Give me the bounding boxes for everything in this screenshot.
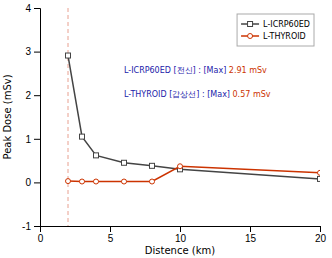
- y-axis-line: [34, 9, 41, 227]
- tick-mark: [34, 8, 40, 9]
- x-axis-title: Distence (km): [145, 245, 215, 256]
- tick: 0: [25, 177, 40, 188]
- tick-label: 1: [25, 134, 31, 145]
- tick-label: 2: [25, 90, 31, 101]
- reference-line: [68, 8, 69, 226]
- annotation: L-THYROID [갑상선] : [Max] 0.57 mSv: [124, 90, 271, 99]
- y-axis-title: Peak Dose (mSv): [2, 74, 13, 159]
- tick-label: 20: [315, 233, 327, 244]
- point: [318, 170, 321, 175]
- series-line: [68, 56, 320, 179]
- tick-mark: [34, 182, 40, 183]
- tick: -1: [22, 221, 40, 232]
- chart: 0 5 10 15 20 -1 0 1 2 3 4 Distence (km) Peak Dose (m…: [0, 0, 332, 258]
- series-markers: [66, 53, 321, 181]
- tick-mark: [34, 226, 40, 227]
- tick-mark: [250, 226, 251, 232]
- point: [122, 160, 127, 165]
- series-markers: [66, 164, 321, 184]
- legend-label: L-ICRP60ED: [263, 20, 310, 29]
- tick: 1: [25, 134, 40, 145]
- tick-mark: [34, 52, 40, 53]
- tick-mark: [34, 95, 40, 96]
- annotation-part: 2.91 mSv: [229, 66, 267, 75]
- legend: L-ICRP60ED L-THYROID: [237, 14, 314, 46]
- tick-mark: [110, 226, 111, 232]
- point: [150, 179, 155, 184]
- annotation-part: 0.57 mSv: [233, 90, 271, 99]
- tick-mark: [180, 226, 181, 232]
- point: [178, 164, 183, 169]
- tick: 4: [25, 3, 40, 14]
- tick-label: 4: [25, 3, 31, 14]
- tick: 2: [25, 90, 40, 101]
- point: [94, 153, 99, 158]
- point: [150, 163, 155, 168]
- tick-label: 0: [25, 177, 31, 188]
- point: [66, 179, 71, 184]
- tick: 0: [38, 226, 44, 244]
- tick-label: -1: [22, 221, 31, 232]
- x-axis: 0 5 10 15 20: [38, 226, 327, 244]
- point: [94, 179, 99, 184]
- series-line: [68, 166, 320, 181]
- tick-label: 15: [245, 233, 257, 244]
- annotation: L-ICRP60ED [전신] : [Max] 2.91 mSv: [124, 66, 267, 75]
- tick: 5: [108, 226, 114, 244]
- point: [66, 53, 71, 58]
- legend-item: L-THYROID: [241, 32, 306, 41]
- point: [318, 176, 321, 181]
- legend-item: L-ICRP60ED: [241, 20, 310, 29]
- point: [80, 179, 85, 184]
- legend-label: L-THYROID: [263, 32, 306, 41]
- tick-mark: [320, 226, 321, 232]
- tick: 3: [25, 46, 40, 57]
- tick-label: 5: [108, 233, 114, 244]
- tick-mark: [34, 139, 40, 140]
- plot-area: [66, 8, 321, 226]
- annotation-part: L-ICRP60ED [전신] : [Max]: [124, 66, 229, 75]
- legend-marker: [248, 22, 253, 27]
- point: [80, 134, 85, 139]
- tick: 15: [245, 226, 257, 244]
- legend-marker: [248, 34, 253, 39]
- legend-box: [237, 14, 314, 46]
- x-axis-line: [41, 227, 321, 233]
- tick: 20: [315, 226, 327, 244]
- y-axis: -1 0 1 2 3 4: [22, 3, 40, 232]
- tick: 10: [175, 226, 187, 244]
- point: [122, 179, 127, 184]
- tick-label: 3: [25, 46, 31, 57]
- annotation-part: L-THYROID [갑상선] : [Max]: [124, 90, 233, 99]
- annotations: L-ICRP60ED [전신] : [Max] 2.91 mSv L-THYROI…: [124, 66, 271, 99]
- tick-label: 0: [38, 233, 44, 244]
- tick-label: 10: [175, 233, 187, 244]
